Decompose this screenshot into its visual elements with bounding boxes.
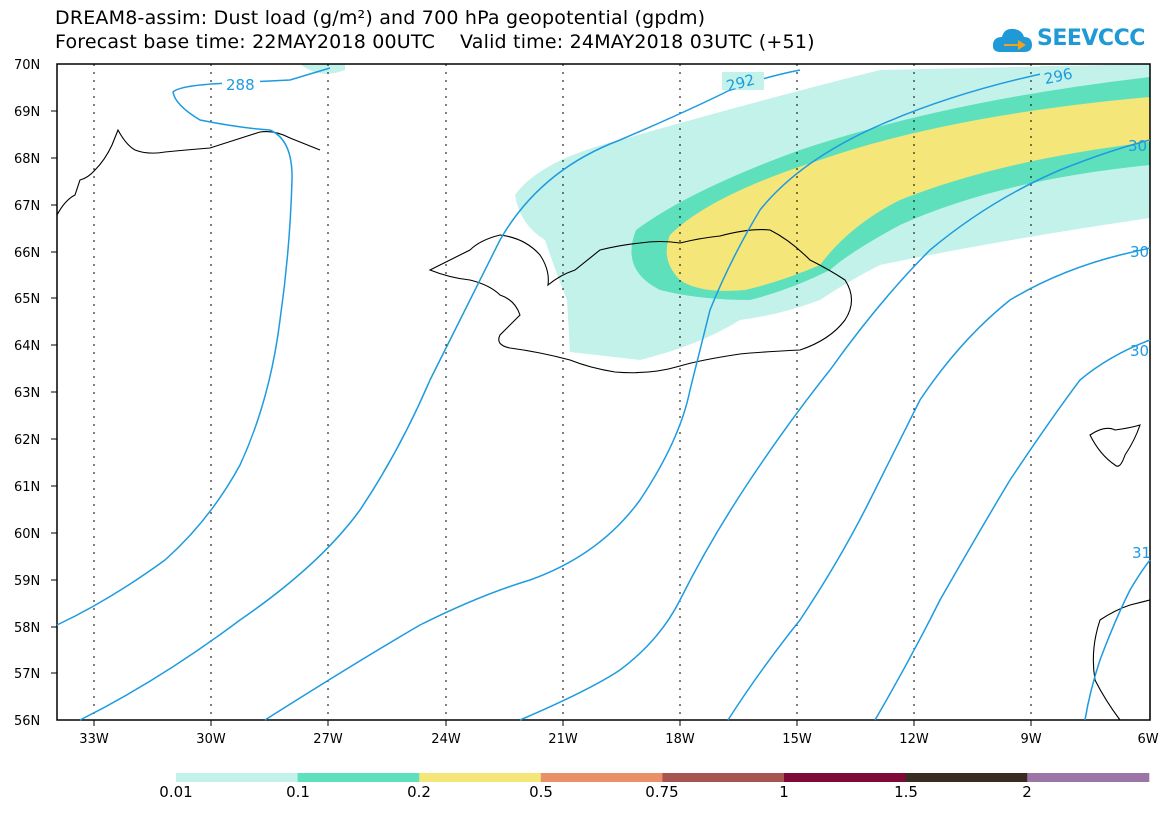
lat-label-56n: 56N xyxy=(14,714,40,729)
map-subtitle: Forecast base time: 22MAY2018 00UTC Vali… xyxy=(55,31,815,53)
lon-label-24w: 24W xyxy=(431,732,461,747)
colorbar-label-1.5: 1.5 xyxy=(894,783,918,801)
lon-label-27w: 27W xyxy=(313,732,343,747)
colorbar-swatch-7 xyxy=(1027,773,1150,782)
axis-ticks xyxy=(51,110,1032,726)
lon-label-15w: 15W xyxy=(782,732,812,747)
faroe-coast xyxy=(1089,424,1141,467)
colorbar-swatch-4 xyxy=(662,773,785,782)
colorbar-swatch-6 xyxy=(905,773,1028,782)
colorbar-label-0.5: 0.5 xyxy=(529,783,553,801)
lon-label-12w: 12W xyxy=(899,732,929,747)
colorbar-label-0.01: 0.01 xyxy=(159,783,193,801)
colorbar-label-1: 1 xyxy=(779,783,789,801)
contour-label-30c: 30 xyxy=(1130,342,1149,360)
contour-label-288: 288 xyxy=(226,76,255,94)
lon-label-9w: 9W xyxy=(1020,732,1041,747)
contour-labels: 288 292 296 30 30 30 31 xyxy=(222,65,1151,562)
geopotential-contours xyxy=(56,67,1151,721)
coastlines xyxy=(56,128,1151,721)
contour-288 xyxy=(56,67,331,626)
colorbar-swatch-2 xyxy=(419,773,542,782)
logo-text: SEEVCCC xyxy=(1037,26,1145,51)
lat-label-59n: 59N xyxy=(14,574,40,589)
contour-300 xyxy=(1084,559,1151,721)
dust-shading xyxy=(300,64,1150,360)
colorbar-label-0.75: 0.75 xyxy=(645,783,679,801)
lon-label-6w: 6W xyxy=(1137,732,1158,747)
lat-label-67n: 67N xyxy=(14,199,40,214)
lon-label-18w: 18W xyxy=(665,732,695,747)
lat-label-68n: 68N xyxy=(14,152,40,167)
contour-label-30b: 30 xyxy=(1130,243,1149,261)
colorbar-swatch-5 xyxy=(784,773,907,782)
contour-label-296: 296 xyxy=(1042,65,1074,89)
lat-label-70n: 70N xyxy=(14,58,40,73)
lat-label-66n: 66N xyxy=(14,246,40,261)
lat-label-62n: 62N xyxy=(14,433,40,448)
colorbar-swatch-0 xyxy=(176,773,299,782)
colorbar-swatch-3 xyxy=(540,773,663,782)
colorbar xyxy=(176,773,1150,782)
contour-296 xyxy=(727,247,1151,721)
colorbar-label-0.1: 0.1 xyxy=(286,783,310,801)
lon-label-21w: 21W xyxy=(548,732,578,747)
contour-294 xyxy=(519,139,1151,721)
longitude-labels: 33W 30W 27W 24W 21W 18W 15W 12W 9W 6W xyxy=(79,732,1158,747)
scotland-coast xyxy=(1092,599,1151,721)
cloud-arrow-icon xyxy=(992,28,1032,52)
greenland-coast xyxy=(56,128,321,216)
latitude-labels: 70N 69N 68N 67N 66N 65N 64N 63N 62N 61N … xyxy=(14,58,40,729)
colorbar-label-2: 2 xyxy=(1022,783,1032,801)
lon-label-33w: 33W xyxy=(79,732,109,747)
dust-area-0.2 xyxy=(666,97,1150,291)
contour-292 xyxy=(264,69,1061,721)
lat-label-69n: 69N xyxy=(14,105,40,120)
lat-label-57n: 57N xyxy=(14,667,40,682)
lat-label-63n: 63N xyxy=(14,386,40,401)
lat-label-58n: 58N xyxy=(14,621,40,636)
colorbar-swatch-1 xyxy=(297,773,420,782)
lat-label-65n: 65N xyxy=(14,292,40,307)
colorbar-label-0.2: 0.2 xyxy=(407,783,431,801)
lat-label-64n: 64N xyxy=(14,339,40,354)
map-title: DREAM8-assim: Dust load (g/m²) and 700 h… xyxy=(55,7,706,29)
dust-area-0.01-north xyxy=(300,64,345,74)
lon-label-30w: 30W xyxy=(196,732,226,747)
contour-298 xyxy=(874,339,1151,721)
lat-label-60n: 60N xyxy=(14,527,40,542)
iceland-coast xyxy=(428,229,853,374)
contour-label-30a: 30 xyxy=(1128,137,1147,155)
contour-label-31: 31 xyxy=(1132,544,1151,562)
contour-290 xyxy=(79,69,801,721)
lat-label-61n: 61N xyxy=(14,480,40,495)
longitude-gridlines xyxy=(93,64,1032,720)
